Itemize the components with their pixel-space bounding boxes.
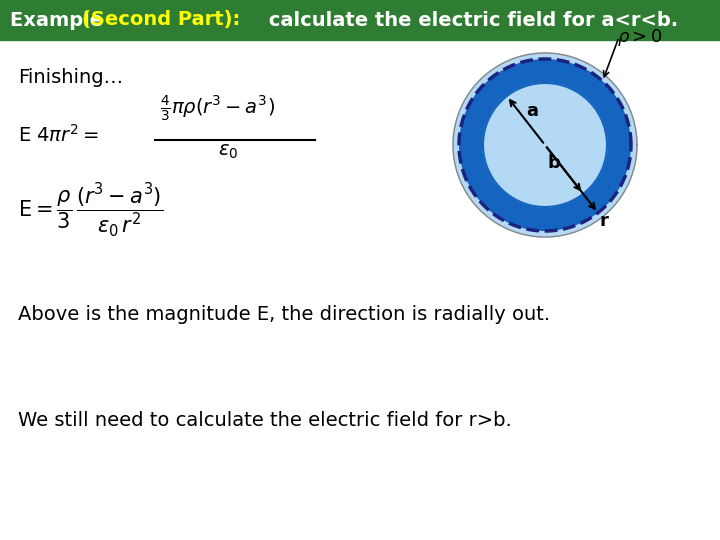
Text: Example: Example [10,10,110,30]
Text: r: r [600,212,608,230]
FancyBboxPatch shape [0,0,720,40]
Text: $\mathrm{E} = \dfrac{\rho}{3}\,\dfrac{\left(r^3 - a^3\right)}{\varepsilon_0\, r^: $\mathrm{E} = \dfrac{\rho}{3}\,\dfrac{\l… [18,181,163,239]
Text: b: b [548,154,561,172]
Text: $\rho>0$: $\rho>0$ [617,26,662,48]
Text: (Second Part):: (Second Part): [82,10,240,30]
Text: Above is the magnitude E, the direction is radially out.: Above is the magnitude E, the direction … [18,306,550,325]
Circle shape [459,59,631,231]
Text: a: a [526,102,538,119]
Text: We still need to calculate the electric field for r>b.: We still need to calculate the electric … [18,410,512,429]
Circle shape [453,53,637,237]
Text: E $4\pi r^2 =$: E $4\pi r^2 =$ [18,124,99,146]
Text: Finishing…: Finishing… [18,68,123,87]
Text: $\varepsilon_0$: $\varepsilon_0$ [218,142,238,161]
Text: calculate the electric field for a<r<b.: calculate the electric field for a<r<b. [262,10,678,30]
Circle shape [483,83,607,207]
Text: $\frac{4}{3}\pi\rho\left(r^3 - a^3\right)$: $\frac{4}{3}\pi\rho\left(r^3 - a^3\right… [160,94,275,124]
